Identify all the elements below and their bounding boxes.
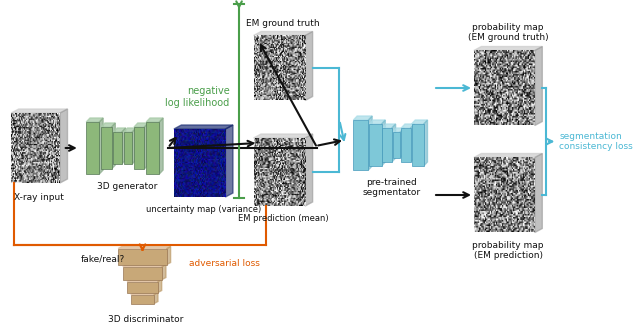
Bar xyxy=(353,120,369,170)
Polygon shape xyxy=(131,293,158,295)
Text: probability map
(EM ground truth): probability map (EM ground truth) xyxy=(468,23,548,43)
Polygon shape xyxy=(253,31,312,35)
Text: 3D discriminator: 3D discriminator xyxy=(108,315,183,324)
Bar xyxy=(127,281,158,293)
Polygon shape xyxy=(86,118,103,122)
Polygon shape xyxy=(474,47,542,51)
Polygon shape xyxy=(225,125,233,197)
Polygon shape xyxy=(424,120,428,166)
Polygon shape xyxy=(123,264,166,266)
Polygon shape xyxy=(392,124,396,162)
Polygon shape xyxy=(60,109,67,183)
Polygon shape xyxy=(127,279,162,281)
Polygon shape xyxy=(174,125,233,129)
Polygon shape xyxy=(305,31,312,100)
Bar xyxy=(401,128,411,162)
Bar xyxy=(113,132,122,164)
Bar xyxy=(412,124,424,166)
Text: X-ray input: X-ray input xyxy=(15,193,64,202)
Polygon shape xyxy=(124,128,136,132)
Polygon shape xyxy=(393,128,404,132)
Polygon shape xyxy=(162,264,166,279)
Text: pre-trained
segmentator: pre-trained segmentator xyxy=(363,178,421,197)
Polygon shape xyxy=(113,128,125,132)
Polygon shape xyxy=(12,109,67,113)
Polygon shape xyxy=(412,120,428,124)
Polygon shape xyxy=(111,123,115,169)
Polygon shape xyxy=(305,134,312,206)
Polygon shape xyxy=(401,124,414,128)
Text: adversarial loss: adversarial loss xyxy=(189,258,260,268)
Bar xyxy=(86,122,99,174)
Polygon shape xyxy=(147,118,163,122)
Polygon shape xyxy=(369,120,385,124)
Bar xyxy=(369,124,381,166)
Polygon shape xyxy=(381,120,385,166)
Bar xyxy=(118,249,167,264)
Polygon shape xyxy=(353,116,372,120)
Text: uncertainty map (variance): uncertainty map (variance) xyxy=(146,205,261,214)
Polygon shape xyxy=(535,154,542,233)
Bar xyxy=(124,132,132,164)
Polygon shape xyxy=(132,128,136,164)
Text: 3D generator: 3D generator xyxy=(97,182,157,191)
Text: segmentation
consistency loss: segmentation consistency loss xyxy=(559,132,633,151)
Bar xyxy=(131,295,154,303)
Polygon shape xyxy=(101,123,115,127)
Text: EM prediction (mean): EM prediction (mean) xyxy=(238,214,328,223)
Text: negative
log likelihood: negative log likelihood xyxy=(165,86,230,108)
Polygon shape xyxy=(154,293,158,303)
Polygon shape xyxy=(158,279,162,293)
Polygon shape xyxy=(383,124,396,128)
Polygon shape xyxy=(99,118,103,174)
Polygon shape xyxy=(535,47,542,126)
Text: fake/real?: fake/real? xyxy=(81,255,125,263)
Bar xyxy=(147,122,159,174)
Bar xyxy=(123,266,162,279)
Polygon shape xyxy=(145,123,148,169)
Polygon shape xyxy=(369,116,372,170)
Polygon shape xyxy=(253,134,312,138)
Bar xyxy=(101,127,111,169)
Bar xyxy=(134,127,145,169)
Bar xyxy=(393,132,400,158)
Text: EM ground truth: EM ground truth xyxy=(246,19,320,29)
Polygon shape xyxy=(411,124,414,162)
Polygon shape xyxy=(122,128,125,164)
Polygon shape xyxy=(400,128,404,158)
Polygon shape xyxy=(474,154,542,157)
Polygon shape xyxy=(159,118,163,174)
Text: probability map
(EM prediction): probability map (EM prediction) xyxy=(472,240,544,260)
Polygon shape xyxy=(118,247,171,249)
Polygon shape xyxy=(134,123,148,127)
Polygon shape xyxy=(167,247,171,264)
Bar xyxy=(383,128,392,162)
